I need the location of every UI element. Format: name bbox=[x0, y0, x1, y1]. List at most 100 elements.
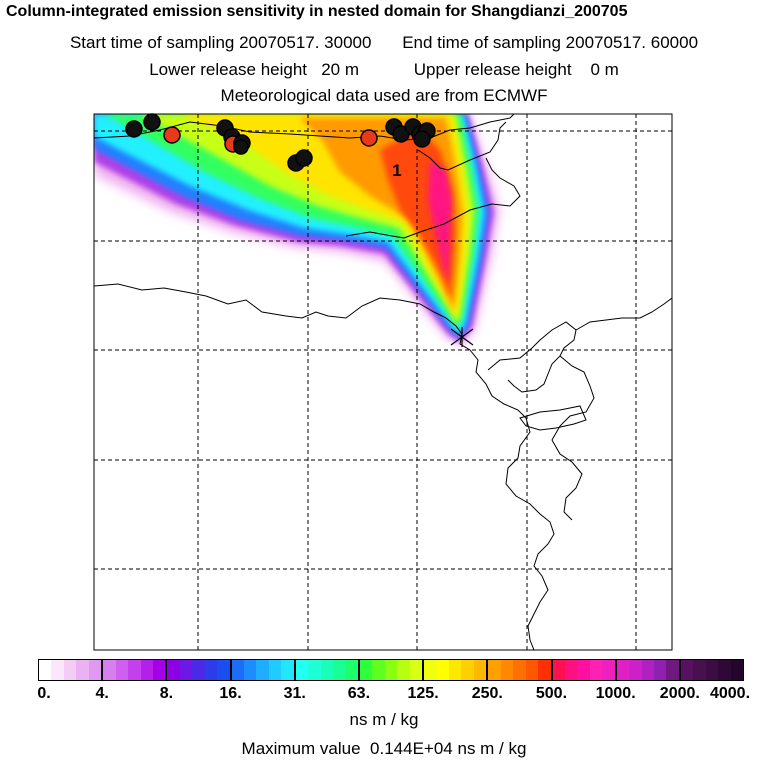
colorbar-group bbox=[616, 660, 681, 680]
colorbar-cell bbox=[179, 660, 193, 680]
colorbar-cell bbox=[140, 660, 153, 680]
black-dot bbox=[143, 113, 161, 131]
colorbar-group bbox=[552, 660, 617, 680]
colorbar-cell bbox=[372, 660, 385, 680]
colorbar-tick-label: 4. bbox=[95, 685, 109, 702]
coastline-korea bbox=[575, 297, 672, 331]
colorbar-tick-label: 4000. bbox=[709, 685, 751, 702]
colorbar-cell bbox=[666, 660, 679, 680]
colorbar-cell bbox=[602, 660, 615, 680]
colorbar-cell bbox=[461, 660, 474, 680]
max-value-label: Maximum value bbox=[241, 739, 361, 758]
maximum-value-line: Maximum value 0.144E+04 ns m / kg bbox=[0, 739, 768, 759]
colorbar-cell bbox=[693, 660, 706, 680]
colorbar-cell bbox=[217, 660, 230, 680]
colorbar-group bbox=[359, 660, 425, 680]
colorbar-tick-label: 31. bbox=[283, 685, 306, 702]
colorbar-cell bbox=[473, 660, 487, 680]
colorbar-cell bbox=[629, 660, 642, 680]
colorbar-cell bbox=[500, 660, 514, 680]
colorbar-group bbox=[488, 660, 553, 680]
colorbar-cell bbox=[449, 660, 462, 680]
colorbar-cell bbox=[192, 660, 205, 680]
lower-height-value: 20 m bbox=[321, 60, 359, 79]
colorbar-tick-label: 63. bbox=[347, 685, 371, 702]
black-dot bbox=[233, 139, 249, 155]
river-line-1 bbox=[345, 157, 521, 239]
end-time-label: End time of sampling bbox=[402, 33, 561, 52]
colorbar-cell bbox=[436, 660, 449, 680]
colorbar-group bbox=[167, 660, 232, 680]
receptor-marker bbox=[450, 327, 474, 347]
red-dot bbox=[163, 126, 181, 144]
colorbar-cell bbox=[538, 660, 551, 680]
colorbar-cell bbox=[320, 660, 334, 680]
colorbar-cell bbox=[513, 660, 526, 680]
colorbar-cell bbox=[616, 660, 630, 680]
colorbar-group bbox=[680, 660, 744, 680]
plot-title: Column-integrated emission sensitivity i… bbox=[6, 3, 628, 20]
coastline-mainland bbox=[94, 283, 555, 650]
colorbar-cell bbox=[256, 660, 269, 680]
colorbar-units: ns m / kg bbox=[349, 710, 419, 729]
colorbar-cell bbox=[333, 660, 346, 680]
sensitivity-field bbox=[94, 114, 500, 346]
red-dot bbox=[360, 129, 378, 147]
colorbar-ticks: 0. 4. 8. 16. 31. 63. 125. 250. 500. 1000. 2000. 400… bbox=[0, 685, 768, 705]
max-value: 0.144E+04 bbox=[370, 739, 453, 758]
colorbar-cell bbox=[128, 660, 141, 680]
colorbar-cell bbox=[63, 660, 77, 680]
colorbar-cell bbox=[397, 660, 410, 680]
coastline-korea-east bbox=[551, 355, 595, 521]
colorbar-tick-label: 1000. bbox=[595, 685, 636, 702]
black-dot bbox=[413, 130, 431, 148]
coastline-north-border bbox=[94, 114, 515, 141]
upper-height-label: Upper release height bbox=[413, 60, 572, 79]
colorbar-cell bbox=[295, 660, 309, 680]
colorbar-cell bbox=[88, 660, 102, 680]
colorbar-cell bbox=[152, 660, 166, 680]
max-value-units: ns m / kg bbox=[457, 739, 527, 758]
colorbar-group bbox=[231, 660, 296, 680]
colorbar-cell bbox=[680, 660, 694, 680]
colorbar bbox=[38, 659, 744, 681]
coastline bbox=[94, 114, 672, 650]
colorbar-tick-label: 2000. bbox=[659, 685, 700, 702]
plume-band-magenta bbox=[428, 160, 452, 282]
colorbar-cell bbox=[564, 660, 578, 680]
start-time-label: Start time of sampling bbox=[69, 33, 235, 52]
colorbar-cell bbox=[204, 660, 218, 680]
colorbar-group bbox=[424, 660, 489, 680]
colorbar-cell bbox=[730, 660, 744, 680]
cluster-label: 1 bbox=[392, 161, 401, 180]
met-data-line: Meteorological data used are from ECMWF bbox=[220, 86, 548, 105]
coastline-peninsula bbox=[487, 321, 577, 393]
colorbar-cell bbox=[641, 660, 654, 680]
release-height-line: Lower release height 20 m Upper release … bbox=[0, 60, 768, 80]
colorbar-tick-label: 500. bbox=[535, 685, 568, 702]
colorbar-cell bbox=[718, 660, 731, 680]
colorbar-cell bbox=[39, 660, 52, 680]
coastline-island bbox=[519, 405, 587, 431]
black-dot bbox=[295, 149, 313, 167]
upper-height-value: 0 m bbox=[590, 60, 619, 79]
colorbar-tick-label: 250. bbox=[471, 685, 503, 702]
start-time-value: 20070517. 30000 bbox=[239, 33, 372, 52]
colorbar-cell bbox=[589, 660, 603, 680]
colorbar-cell bbox=[577, 660, 590, 680]
colorbar-cell bbox=[76, 660, 89, 680]
colorbar-cell bbox=[51, 660, 64, 680]
colorbar-group bbox=[103, 660, 168, 680]
colorbar-cell bbox=[384, 660, 398, 680]
colorbar-cell bbox=[244, 660, 257, 680]
lower-height-label: Lower release height bbox=[149, 60, 308, 79]
colorbar-tick-label: 0. bbox=[37, 685, 51, 702]
river-line-2 bbox=[417, 121, 507, 171]
colorbar-cell bbox=[654, 660, 667, 680]
black-dot bbox=[125, 120, 143, 138]
colorbar-cell bbox=[345, 660, 358, 680]
colorbar-cell bbox=[281, 660, 294, 680]
colorbar-cell bbox=[552, 660, 565, 680]
colorbar-cell bbox=[167, 660, 180, 680]
colorbar-tick-label: 8. bbox=[159, 685, 174, 702]
